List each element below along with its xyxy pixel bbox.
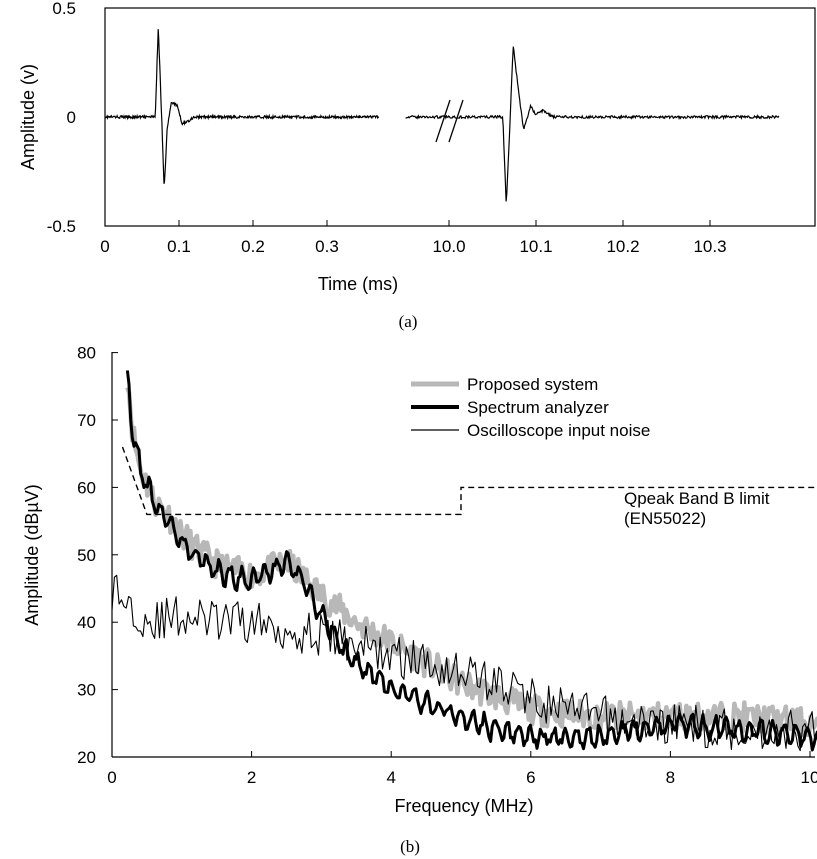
panel-a-y-axis-label: Amplitude (v) (18, 64, 38, 170)
panel-a-waveform-segment (405, 46, 780, 202)
panel-b-series (111, 370, 817, 752)
panel-b-x-tick-label: 0 (107, 768, 116, 787)
panel-b-y-tick-label: 50 (77, 546, 96, 565)
limit-annotation-line2: (EN55022) (624, 509, 706, 528)
panel-a-x-tick-label: 10.2 (606, 237, 639, 256)
panel-b: 20 30 40 50 60 70 80 0 2 4 6 8 10 Proposed system S… (22, 344, 817, 856)
panel-b-x-tick-label: 8 (666, 768, 675, 787)
panel-a-y-tick-label: 0.5 (52, 0, 76, 18)
panel-b-x-tick-label: 6 (526, 768, 535, 787)
panel-b-y-tick-label: 40 (77, 613, 96, 632)
series-oscilloscope-noise (111, 574, 817, 752)
panel-b-y-tick-label: 70 (77, 411, 96, 430)
legend-label-spectrum: Spectrum analyzer (467, 398, 609, 417)
panel-a-x-tick-label: 0.2 (241, 237, 265, 256)
panel-a-x-ticks: 0 0.1 0.2 0.3 10.0 10.1 10.2 10.3 (100, 220, 727, 256)
series-qpeak-limit (121, 446, 817, 516)
panel-a-y-tick-label: 0 (67, 108, 76, 127)
panel-a-x-axis-label: Time (ms) (318, 274, 398, 294)
panel-b-y-tick-label: 20 (77, 748, 96, 767)
legend-label-oscilloscope: Oscilloscope input noise (467, 421, 650, 440)
panel-a-caption: (a) (399, 312, 418, 331)
limit-annotation-line1: Qpeak Band B limit (624, 489, 770, 508)
panel-b-x-ticks: 0 2 4 6 8 10 (107, 751, 817, 787)
legend: Proposed system Spectrum analyzer Oscill… (411, 375, 650, 440)
panel-b-x-tick-label: 4 (386, 768, 395, 787)
panel-b-caption: (b) (400, 837, 420, 856)
panel-a-x-tick-label: 0.1 (167, 237, 191, 256)
panel-b-y-axis-label: Amplitude (dBµV) (22, 484, 42, 625)
panel-b-x-axis-label: Frequency (MHz) (394, 796, 533, 816)
panel-a-x-tick-label: 10.1 (519, 237, 552, 256)
panel-b-y-tick-label: 30 (77, 681, 96, 700)
panel-b-x-tick-label: 2 (247, 768, 256, 787)
legend-label-proposed: Proposed system (467, 375, 598, 394)
panel-a-x-tick-label: 10.3 (693, 237, 726, 256)
panel-a-x-tick-label: 0.3 (315, 237, 339, 256)
panel-b-x-tick-label: 10 (801, 768, 817, 787)
panel-a: -0.5 0 0.5 0 0.1 0.2 0.3 10.0 10.1 10.2 10.3 Time… (18, 0, 816, 331)
panel-a-x-tick-label: 0 (100, 237, 109, 256)
panel-a-y-ticks: -0.5 0 0.5 (47, 0, 111, 236)
panel-a-waveform-segment (104, 29, 380, 184)
panel-a-x-tick-label: 10.0 (432, 237, 465, 256)
panel-b-y-tick-label: 80 (77, 344, 96, 363)
series-spectrum-analyzer (125, 370, 817, 752)
axis-break-marker (435, 99, 464, 143)
panel-b-y-ticks: 20 30 40 50 60 70 80 (77, 344, 118, 767)
panel-b-y-tick-label: 60 (77, 478, 96, 497)
panel-a-y-tick-label: -0.5 (47, 217, 76, 236)
panel-a-series (104, 29, 780, 202)
